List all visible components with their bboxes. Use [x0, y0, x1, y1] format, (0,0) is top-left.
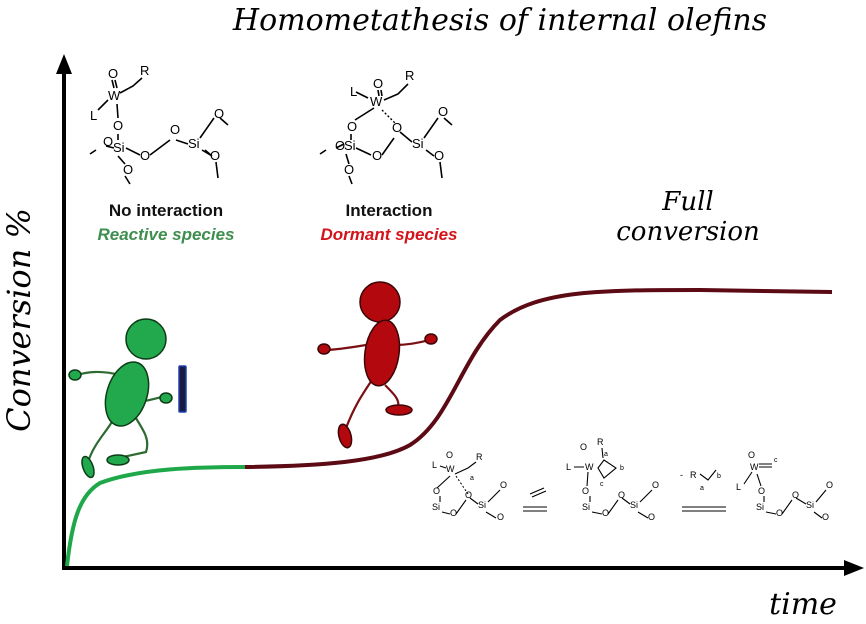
svg-text:R: R: [140, 63, 149, 78]
svg-text:Si: Si: [806, 500, 814, 510]
svg-text:O: O: [123, 162, 133, 177]
svg-text:O: O: [170, 122, 180, 137]
equilibrium-arrow-2: - R a b: [680, 469, 726, 512]
x-axis-arrowhead: [844, 560, 864, 576]
svg-text:a: a: [604, 451, 608, 458]
diagram-title: Homometathesis of internal olefins: [232, 3, 767, 38]
svg-text:O: O: [580, 442, 587, 452]
svg-text:Si: Si: [188, 136, 200, 151]
svg-text:W: W: [108, 88, 121, 103]
curve-reactive-segment: [65, 465, 246, 567]
svg-text:R: R: [597, 437, 604, 447]
full-conversion-line1: Full: [661, 187, 713, 217]
svg-text:O: O: [434, 148, 444, 163]
svg-text:b: b: [717, 473, 721, 480]
svg-text:Si: Si: [432, 502, 440, 512]
full-conversion-line2: conversion: [616, 217, 760, 247]
left-species: Reactive species: [97, 225, 234, 244]
svg-text:O: O: [602, 508, 609, 518]
svg-text:L: L: [90, 108, 97, 123]
svg-text:R: R: [405, 68, 414, 83]
svg-text:W: W: [585, 462, 594, 472]
svg-text:L: L: [350, 84, 357, 99]
svg-text:O: O: [652, 480, 659, 490]
red-runner: [317, 281, 438, 449]
svg-text:O: O: [347, 119, 357, 134]
x-axis-label: time: [769, 587, 837, 622]
y-axis-arrowhead: [56, 54, 72, 74]
svg-text:O: O: [748, 450, 755, 460]
svg-text:-: -: [680, 470, 683, 480]
equilibrium-arrow-1: [523, 487, 547, 512]
svg-text:R: R: [476, 452, 483, 462]
mid-caption: Interaction: [346, 201, 433, 220]
svg-text:O: O: [372, 148, 382, 163]
svg-text:O: O: [373, 76, 383, 91]
svg-text:O: O: [210, 148, 220, 163]
svg-text:O: O: [758, 486, 765, 496]
svg-text:O: O: [140, 148, 150, 163]
green-runner: [68, 318, 187, 479]
svg-text:Si: Si: [478, 500, 486, 510]
svg-text:O: O: [103, 134, 113, 149]
svg-text:Si: Si: [630, 500, 638, 510]
svg-text:O: O: [826, 480, 833, 490]
svg-text:O: O: [792, 490, 799, 500]
svg-text:O: O: [113, 118, 123, 133]
mechanism-structure-1: O R W L a O Si O O Si O O: [432, 450, 507, 522]
svg-text:O: O: [500, 480, 507, 490]
svg-text:a: a: [700, 485, 704, 492]
svg-text:O: O: [582, 486, 589, 496]
svg-text:L: L: [736, 482, 741, 492]
svg-text:O: O: [465, 490, 472, 500]
svg-text:O: O: [392, 120, 402, 135]
svg-text:c: c: [774, 457, 778, 464]
svg-text:O: O: [344, 162, 354, 177]
svg-text:a: a: [470, 475, 474, 482]
svg-text:b: b: [620, 465, 624, 472]
svg-text:L: L: [432, 460, 437, 470]
svg-text:O: O: [618, 490, 625, 500]
structure-reactive: O R W L O Si O O Si O O O O: [89, 63, 229, 185]
left-caption: No interaction: [109, 201, 223, 220]
mid-species: Dormant species: [321, 225, 458, 244]
structure-dormant: O R W L O Si O O Si O O O O: [319, 68, 453, 185]
y-axis-label: Conversion %: [0, 208, 38, 432]
svg-text:O: O: [446, 450, 453, 460]
svg-text:Si: Si: [113, 140, 125, 155]
svg-text:O: O: [214, 106, 224, 121]
svg-text:O: O: [776, 508, 783, 518]
svg-text:c: c: [600, 481, 604, 488]
svg-text:O: O: [450, 508, 457, 518]
svg-text:Si: Si: [344, 138, 356, 153]
curve-dormant-segment: [244, 287, 833, 469]
svg-text:W: W: [750, 462, 759, 472]
svg-text:Si: Si: [582, 502, 590, 512]
mechanism-structure-3: O W c L O Si O O Si O O: [736, 450, 833, 522]
svg-text:O: O: [438, 104, 448, 119]
svg-text:R: R: [690, 470, 697, 480]
svg-text:O: O: [648, 512, 655, 522]
svg-text:W: W: [370, 94, 383, 109]
svg-text:W: W: [446, 464, 455, 474]
svg-text:O: O: [822, 512, 829, 522]
svg-text:O: O: [433, 486, 440, 496]
svg-text:O: O: [108, 66, 118, 81]
svg-text:Si: Si: [756, 502, 764, 512]
mechanism-structure-2: R a b c O W L O Si O O Si O O: [566, 437, 659, 522]
svg-text:Si: Si: [412, 136, 424, 151]
svg-text:L: L: [566, 462, 571, 472]
svg-text:O: O: [497, 512, 504, 522]
